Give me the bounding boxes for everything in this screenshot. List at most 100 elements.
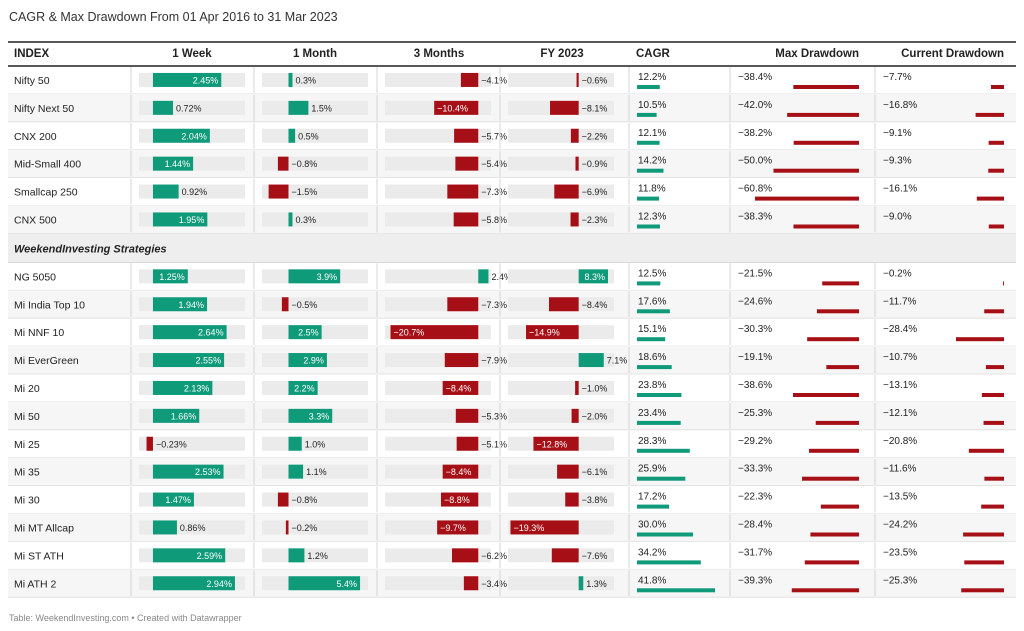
value-label: 2.13% bbox=[184, 383, 210, 393]
cagr-bar bbox=[637, 448, 690, 453]
row-label: Nifty Next 50 bbox=[14, 103, 74, 115]
cagr-value: 23.4% bbox=[638, 408, 666, 419]
bar-fy bbox=[575, 380, 579, 395]
cagr-bar bbox=[637, 532, 693, 537]
max-drawdown-value: −19.1% bbox=[738, 352, 772, 363]
current-drawdown-bar bbox=[984, 309, 1004, 314]
row-label: Mi MT Allcap bbox=[14, 522, 74, 534]
value-label: −5.8% bbox=[481, 215, 507, 225]
value-label: 3.3% bbox=[309, 411, 330, 421]
cagr-bar bbox=[637, 112, 657, 117]
value-label: 2.4% bbox=[491, 272, 512, 282]
cagr-value: 11.8% bbox=[638, 184, 666, 195]
section-band bbox=[8, 233, 1016, 263]
current-drawdown-bar bbox=[988, 140, 1004, 145]
cagr-value: 30.0% bbox=[638, 520, 666, 531]
current-drawdown-bar bbox=[961, 588, 1004, 593]
row-label: CNX 500 bbox=[14, 214, 57, 226]
bar-w1 bbox=[152, 156, 194, 171]
bar-w1 bbox=[146, 436, 153, 451]
row-label: Smallcap 250 bbox=[14, 187, 78, 199]
value-label: −6.1% bbox=[582, 467, 608, 477]
value-label: 7.1% bbox=[607, 356, 628, 366]
value-label: 8.3% bbox=[584, 272, 605, 282]
bar-track bbox=[508, 156, 614, 171]
max-drawdown-value: −31.7% bbox=[738, 547, 772, 558]
row-label: CNX 200 bbox=[14, 131, 57, 143]
bar-track bbox=[139, 436, 245, 451]
cagr-value: 12.3% bbox=[638, 212, 666, 223]
cagr-value: 10.5% bbox=[638, 100, 666, 111]
value-label: −2.2% bbox=[582, 131, 608, 141]
value-label: −0.9% bbox=[582, 159, 608, 169]
cagr-value: 25.9% bbox=[638, 464, 666, 475]
value-label: 2.5% bbox=[298, 328, 319, 338]
bar-m3 bbox=[460, 72, 479, 87]
cagr-bar bbox=[637, 281, 661, 286]
bar-track bbox=[508, 380, 614, 395]
value-label: −7.9% bbox=[481, 356, 507, 366]
max-drawdown-bar bbox=[815, 420, 859, 425]
current-drawdown-bar bbox=[988, 168, 1004, 173]
row-label: Mi ST ATH bbox=[14, 550, 64, 562]
value-label: 2.53% bbox=[195, 467, 221, 477]
max-drawdown-bar bbox=[793, 140, 859, 145]
bar-m1 bbox=[288, 100, 309, 115]
row-label: Mi 25 bbox=[14, 439, 40, 451]
max-drawdown-bar bbox=[802, 476, 859, 481]
current-drawdown-value: −13.1% bbox=[883, 380, 917, 391]
value-label: 3.9% bbox=[317, 272, 338, 282]
bar-w1 bbox=[152, 128, 210, 143]
row-label: Mid-Small 400 bbox=[14, 159, 81, 171]
value-label: −19.3% bbox=[513, 523, 544, 533]
value-label: 1.2% bbox=[307, 551, 328, 561]
current-drawdown-value: −16.1% bbox=[883, 184, 917, 195]
max-drawdown-value: −21.5% bbox=[738, 268, 772, 279]
cagr-bar bbox=[637, 337, 666, 342]
current-drawdown-value: −20.8% bbox=[883, 436, 917, 447]
bar-w1 bbox=[152, 520, 177, 535]
bar-fy bbox=[557, 464, 579, 479]
value-label: 1.0% bbox=[305, 439, 326, 449]
row-label: Mi 20 bbox=[14, 383, 40, 395]
cagr-bar bbox=[637, 85, 660, 89]
bar-w1 bbox=[152, 269, 188, 284]
value-label: 2.9% bbox=[303, 356, 324, 366]
value-label: 1.94% bbox=[179, 300, 205, 310]
bar-track bbox=[508, 212, 614, 227]
bar-m3 bbox=[440, 492, 479, 507]
value-label: −7.3% bbox=[481, 300, 507, 310]
max-drawdown-bar bbox=[820, 504, 859, 509]
value-label: 1.3% bbox=[586, 579, 607, 589]
bar-w1 bbox=[152, 72, 222, 87]
value-label: −0.8% bbox=[292, 495, 318, 505]
bar-fy bbox=[570, 212, 579, 227]
bar-m3 bbox=[455, 408, 479, 423]
bar-fy bbox=[554, 184, 579, 199]
current-drawdown-bar bbox=[976, 196, 1004, 201]
value-label: 1.44% bbox=[165, 159, 191, 169]
current-drawdown-bar bbox=[1003, 281, 1004, 286]
max-drawdown-value: −30.3% bbox=[738, 324, 772, 335]
bar-m1 bbox=[281, 297, 289, 312]
bar-w1 bbox=[152, 464, 224, 479]
bar-m3 bbox=[437, 520, 479, 535]
cagr-value: 17.6% bbox=[638, 296, 666, 307]
bar-m3 bbox=[453, 212, 479, 227]
current-drawdown-bar bbox=[956, 337, 1004, 342]
cagr-bar bbox=[637, 309, 670, 314]
bar-track bbox=[508, 128, 614, 143]
row-label: Mi 50 bbox=[14, 411, 40, 423]
value-label: −0.23% bbox=[156, 439, 187, 449]
max-drawdown-bar bbox=[793, 224, 859, 229]
cagr-value: 15.1% bbox=[638, 324, 666, 335]
cagr-bar bbox=[637, 476, 686, 481]
value-label: −7.3% bbox=[481, 187, 507, 197]
column-header-index: INDEX bbox=[14, 48, 49, 60]
value-label: −20.7% bbox=[394, 328, 425, 338]
current-drawdown-bar bbox=[983, 420, 1004, 425]
max-drawdown-value: −39.3% bbox=[738, 575, 772, 586]
bar-track bbox=[508, 576, 614, 591]
value-label: 1.1% bbox=[306, 467, 327, 477]
cagr-bar bbox=[637, 168, 664, 173]
